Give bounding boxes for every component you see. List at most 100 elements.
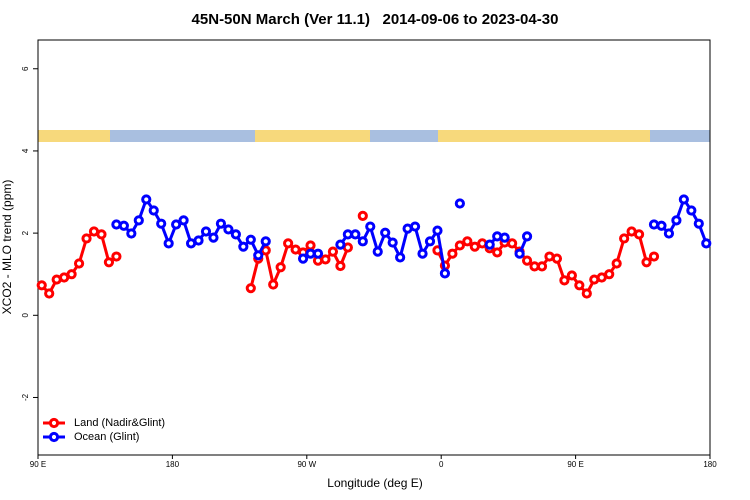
point [133,215,144,226]
legend-marker [48,417,60,429]
point [357,210,368,221]
point [432,225,443,236]
point [521,255,533,266]
plot-frame [37,39,711,456]
point [395,252,406,263]
point [156,218,167,229]
point [230,229,241,240]
point [387,237,398,248]
point [73,258,85,269]
point [268,279,279,290]
x-tick-label: 180 [703,460,717,469]
x-axis-label: Longitude (deg E) [327,476,422,490]
x-tick-label: 180 [166,460,180,469]
point [521,231,533,242]
point [297,253,309,264]
point [454,240,465,251]
point [514,248,525,259]
point [208,232,219,243]
point [641,257,652,268]
point [200,226,212,237]
point [215,218,227,229]
point [148,205,159,216]
point [223,224,234,235]
x-tick-label: 90 E [30,460,46,469]
point [409,221,421,232]
point [357,236,368,247]
point [245,234,256,245]
legend-label: Land (Nadir&Glint) [74,417,165,429]
point [126,228,137,239]
point [350,229,361,240]
point [424,236,436,247]
point [163,238,174,249]
point [551,253,563,264]
x-tick-label: 0 [439,460,444,469]
x-tick-label: 90 W [297,460,316,469]
point [581,288,592,299]
point [671,215,682,226]
y-tick-label: -2 [21,393,30,401]
point [663,228,675,239]
y-axis-label: XCO2 - MLO trend (ppm) [0,180,14,315]
y-tick-label: 0 [21,313,30,318]
point [44,288,55,299]
point [604,269,615,280]
point [118,220,129,231]
point [335,239,346,250]
point [305,240,316,251]
point [81,233,92,244]
point [566,270,577,281]
y-tick-label: 4 [21,148,30,153]
point [103,257,115,268]
point [335,260,346,272]
point [380,227,391,238]
legend-marker [48,431,60,443]
point [96,229,107,240]
chart-title: 45N-50N March (Ver 11.1) 2014-09-06 to 2… [192,11,559,28]
point [36,280,47,291]
point [253,250,264,261]
point [693,218,704,229]
point [171,219,182,230]
point [678,194,689,205]
point [619,233,630,244]
point [417,248,428,259]
y-tick-label: 2 [21,230,30,235]
point [245,283,256,294]
point [238,241,249,252]
point [372,246,383,257]
point [611,258,622,269]
point [260,236,271,247]
point [439,268,451,279]
point [193,235,204,246]
point [454,198,465,209]
point [559,275,570,286]
point [275,262,286,273]
point [111,251,122,262]
point [686,205,697,216]
point [648,251,660,262]
point [701,238,712,249]
point [283,238,294,249]
y-tick-label: 6 [21,66,30,71]
point [499,232,510,243]
point [365,221,376,232]
point [492,247,503,258]
point [327,246,339,257]
point [536,261,548,272]
point [66,269,77,280]
point [312,248,324,259]
point [633,229,645,240]
point [574,280,585,291]
legend-label: Ocean (Glint) [74,431,139,443]
point [484,239,495,250]
point [507,238,518,249]
point [141,194,152,205]
point [656,220,667,231]
x-tick-label: 90 E [567,460,583,469]
point [462,236,473,247]
legend: Land (Nadir&Glint) Ocean (Glint) [43,417,165,443]
point [320,254,331,265]
